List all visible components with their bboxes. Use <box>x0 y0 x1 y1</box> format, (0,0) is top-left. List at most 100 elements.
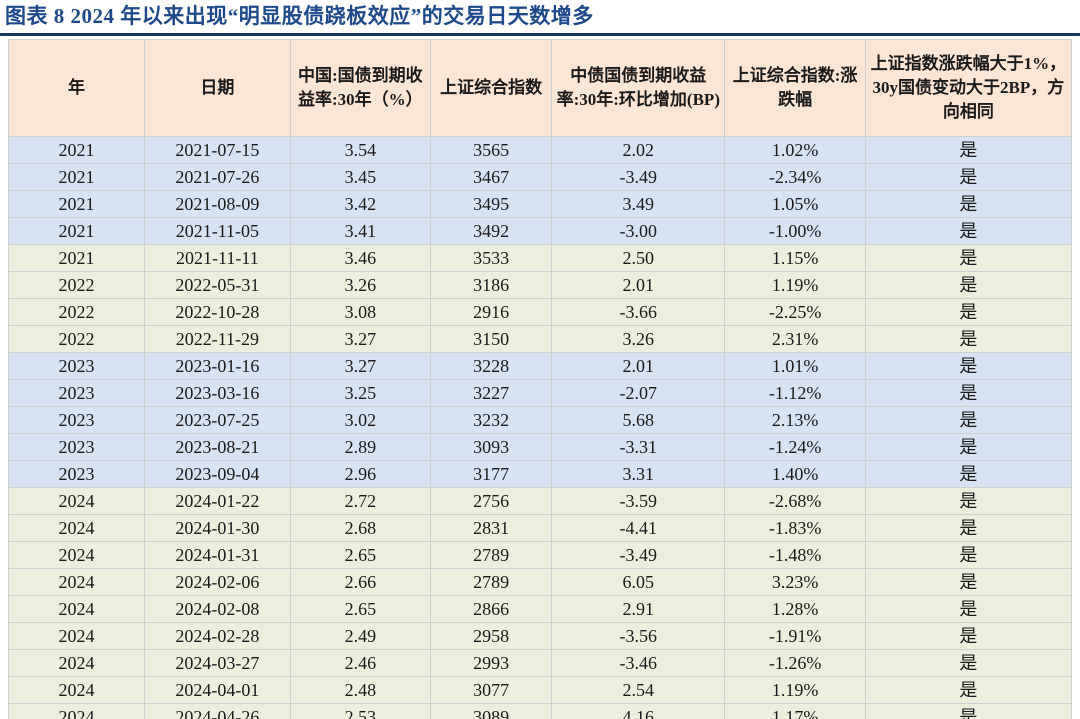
column-header-5: 中债国债到期收益率:30年:环比增加(BP) <box>551 39 726 137</box>
cell-sse_chg_pct: 1.02% <box>724 136 866 164</box>
cell-sse_chg_pct: -2.68% <box>724 487 866 515</box>
cell-sse_index: 3227 <box>429 379 553 407</box>
cell-flag: 是 <box>864 136 1073 164</box>
cell-flag: 是 <box>864 541 1073 569</box>
cell-yield_30y: 2.48 <box>289 676 432 704</box>
table-row: 2024 2024-01-22 2.72 2756 -3.59 -2.68% 是 <box>7 487 1073 515</box>
cell-flag: 是 <box>864 568 1073 596</box>
cell-date: 2023-03-16 <box>144 379 291 407</box>
cell-year: 2021 <box>7 244 146 272</box>
cell-year: 2024 <box>7 487 146 515</box>
cell-sse_chg_pct: 1.15% <box>724 244 866 272</box>
cell-yield_30y: 3.54 <box>289 136 432 164</box>
cell-flag: 是 <box>864 622 1073 650</box>
cell-yield_30y: 3.02 <box>289 406 432 434</box>
cell-flag: 是 <box>864 271 1073 299</box>
cell-sse_index: 3150 <box>429 325 553 353</box>
cell-sse_index: 3093 <box>429 433 553 461</box>
cell-flag: 是 <box>864 325 1073 353</box>
cell-date: 2021-07-15 <box>144 136 291 164</box>
cell-year: 2024 <box>7 568 146 596</box>
table-row: 2023 2023-03-16 3.25 3227 -2.07 -1.12% 是 <box>7 379 1073 407</box>
cell-yield_chg_bp: 6.05 <box>551 568 726 596</box>
cell-yield_chg_bp: 2.01 <box>551 271 726 299</box>
cell-yield_chg_bp: 5.68 <box>551 406 726 434</box>
table-row: 2024 2024-02-08 2.65 2866 2.91 1.28% 是 <box>7 595 1073 623</box>
table-row: 2022 2022-10-28 3.08 2916 -3.66 -2.25% 是 <box>7 298 1073 326</box>
cell-yield_chg_bp: -3.46 <box>551 649 726 677</box>
table-row: 2023 2023-01-16 3.27 3228 2.01 1.01% 是 <box>7 352 1073 380</box>
cell-sse_index: 3077 <box>429 676 553 704</box>
cell-sse_chg_pct: 1.19% <box>724 676 866 704</box>
cell-year: 2022 <box>7 298 146 326</box>
cell-yield_chg_bp: -3.49 <box>551 541 726 569</box>
table-row: 2024 2024-01-31 2.65 2789 -3.49 -1.48% 是 <box>7 541 1073 569</box>
table-header: 年日期 中国:国债到期收益率:30年（%） 上证综合指数 中债国债到期收益率:30年:… <box>7 39 1073 137</box>
cell-yield_30y: 3.26 <box>289 271 432 299</box>
cell-sse_index: 2993 <box>429 649 553 677</box>
cell-yield_30y: 2.65 <box>289 595 432 623</box>
cell-sse_chg_pct: 3.23% <box>724 568 866 596</box>
cell-year: 2022 <box>7 325 146 353</box>
cell-sse_chg_pct: 2.13% <box>724 406 866 434</box>
cell-sse_chg_pct: 1.17% <box>724 703 866 719</box>
cell-yield_chg_bp: -3.56 <box>551 622 726 650</box>
cell-flag: 是 <box>864 649 1073 677</box>
cell-date: 2024-03-27 <box>144 649 291 677</box>
table-row: 2021 2021-07-26 3.45 3467 -3.49 -2.34% 是 <box>7 163 1073 191</box>
cell-sse_index: 3228 <box>429 352 553 380</box>
cell-flag: 是 <box>864 433 1073 461</box>
cell-yield_30y: 3.25 <box>289 379 432 407</box>
table-row: 2022 2022-05-31 3.26 3186 2.01 1.19% 是 <box>7 271 1073 299</box>
cell-date: 2024-04-01 <box>144 676 291 704</box>
cell-year: 2021 <box>7 163 146 191</box>
cell-yield_30y: 2.68 <box>289 514 432 542</box>
cell-yield_chg_bp: 3.26 <box>551 325 726 353</box>
cell-date: 2021-11-05 <box>144 217 291 245</box>
cell-yield_chg_bp: -3.00 <box>551 217 726 245</box>
cell-year: 2021 <box>7 190 146 218</box>
cell-sse_chg_pct: 1.40% <box>724 460 866 488</box>
table-row: 2021 2021-11-11 3.46 3533 2.50 1.15% 是 <box>7 244 1073 272</box>
cell-sse_index: 2958 <box>429 622 553 650</box>
cell-sse_index: 2866 <box>429 595 553 623</box>
table-row: 2023 2023-08-21 2.89 3093 -3.31 -1.24% 是 <box>7 433 1073 461</box>
cell-yield_30y: 3.08 <box>289 298 432 326</box>
header-row: 年日期 中国:国债到期收益率:30年（%） 上证综合指数 中债国债到期收益率:30年:… <box>7 39 1073 137</box>
cell-sse_chg_pct: 1.05% <box>724 190 866 218</box>
table-row: 2023 2023-09-04 2.96 3177 3.31 1.40% 是 <box>7 460 1073 488</box>
cell-flag: 是 <box>864 190 1073 218</box>
cell-yield_chg_bp: -4.41 <box>551 514 726 542</box>
table-row: 2024 2024-02-06 2.66 2789 6.05 3.23% 是 <box>7 568 1073 596</box>
cell-sse_chg_pct: -1.12% <box>724 379 866 407</box>
cell-date: 2023-08-21 <box>144 433 291 461</box>
cell-year: 2024 <box>7 541 146 569</box>
title-divider <box>0 33 1080 36</box>
cell-yield_30y: 2.46 <box>289 649 432 677</box>
cell-sse_chg_pct: 1.19% <box>724 271 866 299</box>
cell-yield_chg_bp: -3.31 <box>551 433 726 461</box>
cell-date: 2024-01-31 <box>144 541 291 569</box>
cell-yield_chg_bp: 3.31 <box>551 460 726 488</box>
table-row: 2023 2023-07-25 3.02 3232 5.68 2.13% 是 <box>7 406 1073 434</box>
cell-year: 2023 <box>7 406 146 434</box>
cell-yield_chg_bp: -2.07 <box>551 379 726 407</box>
table-row: 2022 2022-11-29 3.27 3150 3.26 2.31% 是 <box>7 325 1073 353</box>
table-row: 2024 2024-01-30 2.68 2831 -4.41 -1.83% 是 <box>7 514 1073 542</box>
cell-date: 2024-02-06 <box>144 568 291 596</box>
cell-sse_index: 3565 <box>429 136 553 164</box>
cell-sse_chg_pct: -1.00% <box>724 217 866 245</box>
cell-yield_chg_bp: 2.54 <box>551 676 726 704</box>
cell-year: 2024 <box>7 622 146 650</box>
cell-flag: 是 <box>864 352 1073 380</box>
cell-sse_chg_pct: -1.48% <box>724 541 866 569</box>
cell-yield_chg_bp: 2.01 <box>551 352 726 380</box>
cell-sse_index: 3467 <box>429 163 553 191</box>
cell-date: 2024-02-28 <box>144 622 291 650</box>
cell-yield_chg_bp: 4.16 <box>551 703 726 719</box>
cell-yield_30y: 2.96 <box>289 460 432 488</box>
cell-year: 2024 <box>7 514 146 542</box>
cell-year: 2023 <box>7 352 146 380</box>
figure-title: 图表 8 2024 年以来出现“明显股债跷板效应”的交易日天数增多 <box>5 4 594 28</box>
cell-sse_chg_pct: -1.26% <box>724 649 866 677</box>
